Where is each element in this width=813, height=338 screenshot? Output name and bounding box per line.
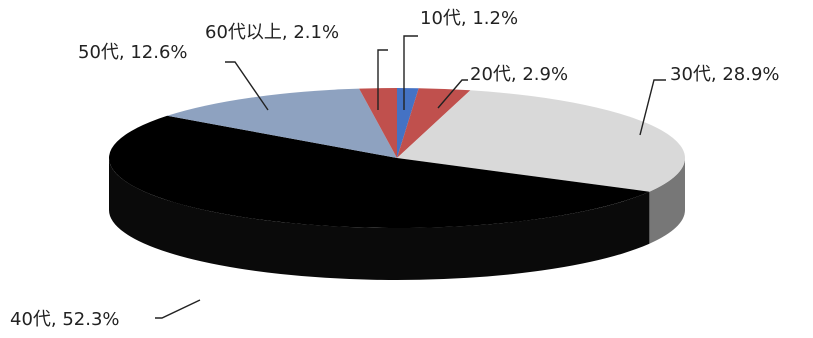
leader-line-5: [377, 49, 388, 110]
leader-line-2: [639, 79, 666, 136]
pie-sides-group: [109, 158, 685, 281]
pie-slice-1: [397, 88, 471, 158]
data-labels-group: 10代, 1.2% 20代, 2.9% 30代, 28.9% 40代, 52.3% 50…: [10, 8, 780, 330]
data-label-1: 20代, 2.9%: [470, 64, 568, 85]
pie-slices-group: [109, 88, 685, 228]
pie-slice-4: [167, 88, 397, 158]
pie-slice-2: [397, 90, 685, 192]
data-label-4: 50代, 12.6%: [78, 42, 188, 63]
leader-lines-group: [155, 35, 666, 319]
data-label-3: 40代, 52.3%: [10, 309, 120, 330]
data-label-5: 60代以上, 2.1%: [205, 22, 339, 43]
data-label-2: 30代, 28.9%: [670, 64, 780, 85]
pie-slice-3: [109, 115, 650, 228]
pie-slice-0: [397, 88, 419, 158]
leader-line-3: [155, 299, 201, 319]
leader-line-0: [403, 35, 418, 110]
pie-side-2: [649, 158, 685, 244]
pie-side-3: [109, 158, 650, 281]
leader-line-1: [437, 79, 468, 109]
pie-slice-5: [359, 88, 397, 158]
data-label-0: 10代, 1.2%: [420, 8, 518, 29]
leader-line-4: [225, 61, 269, 111]
